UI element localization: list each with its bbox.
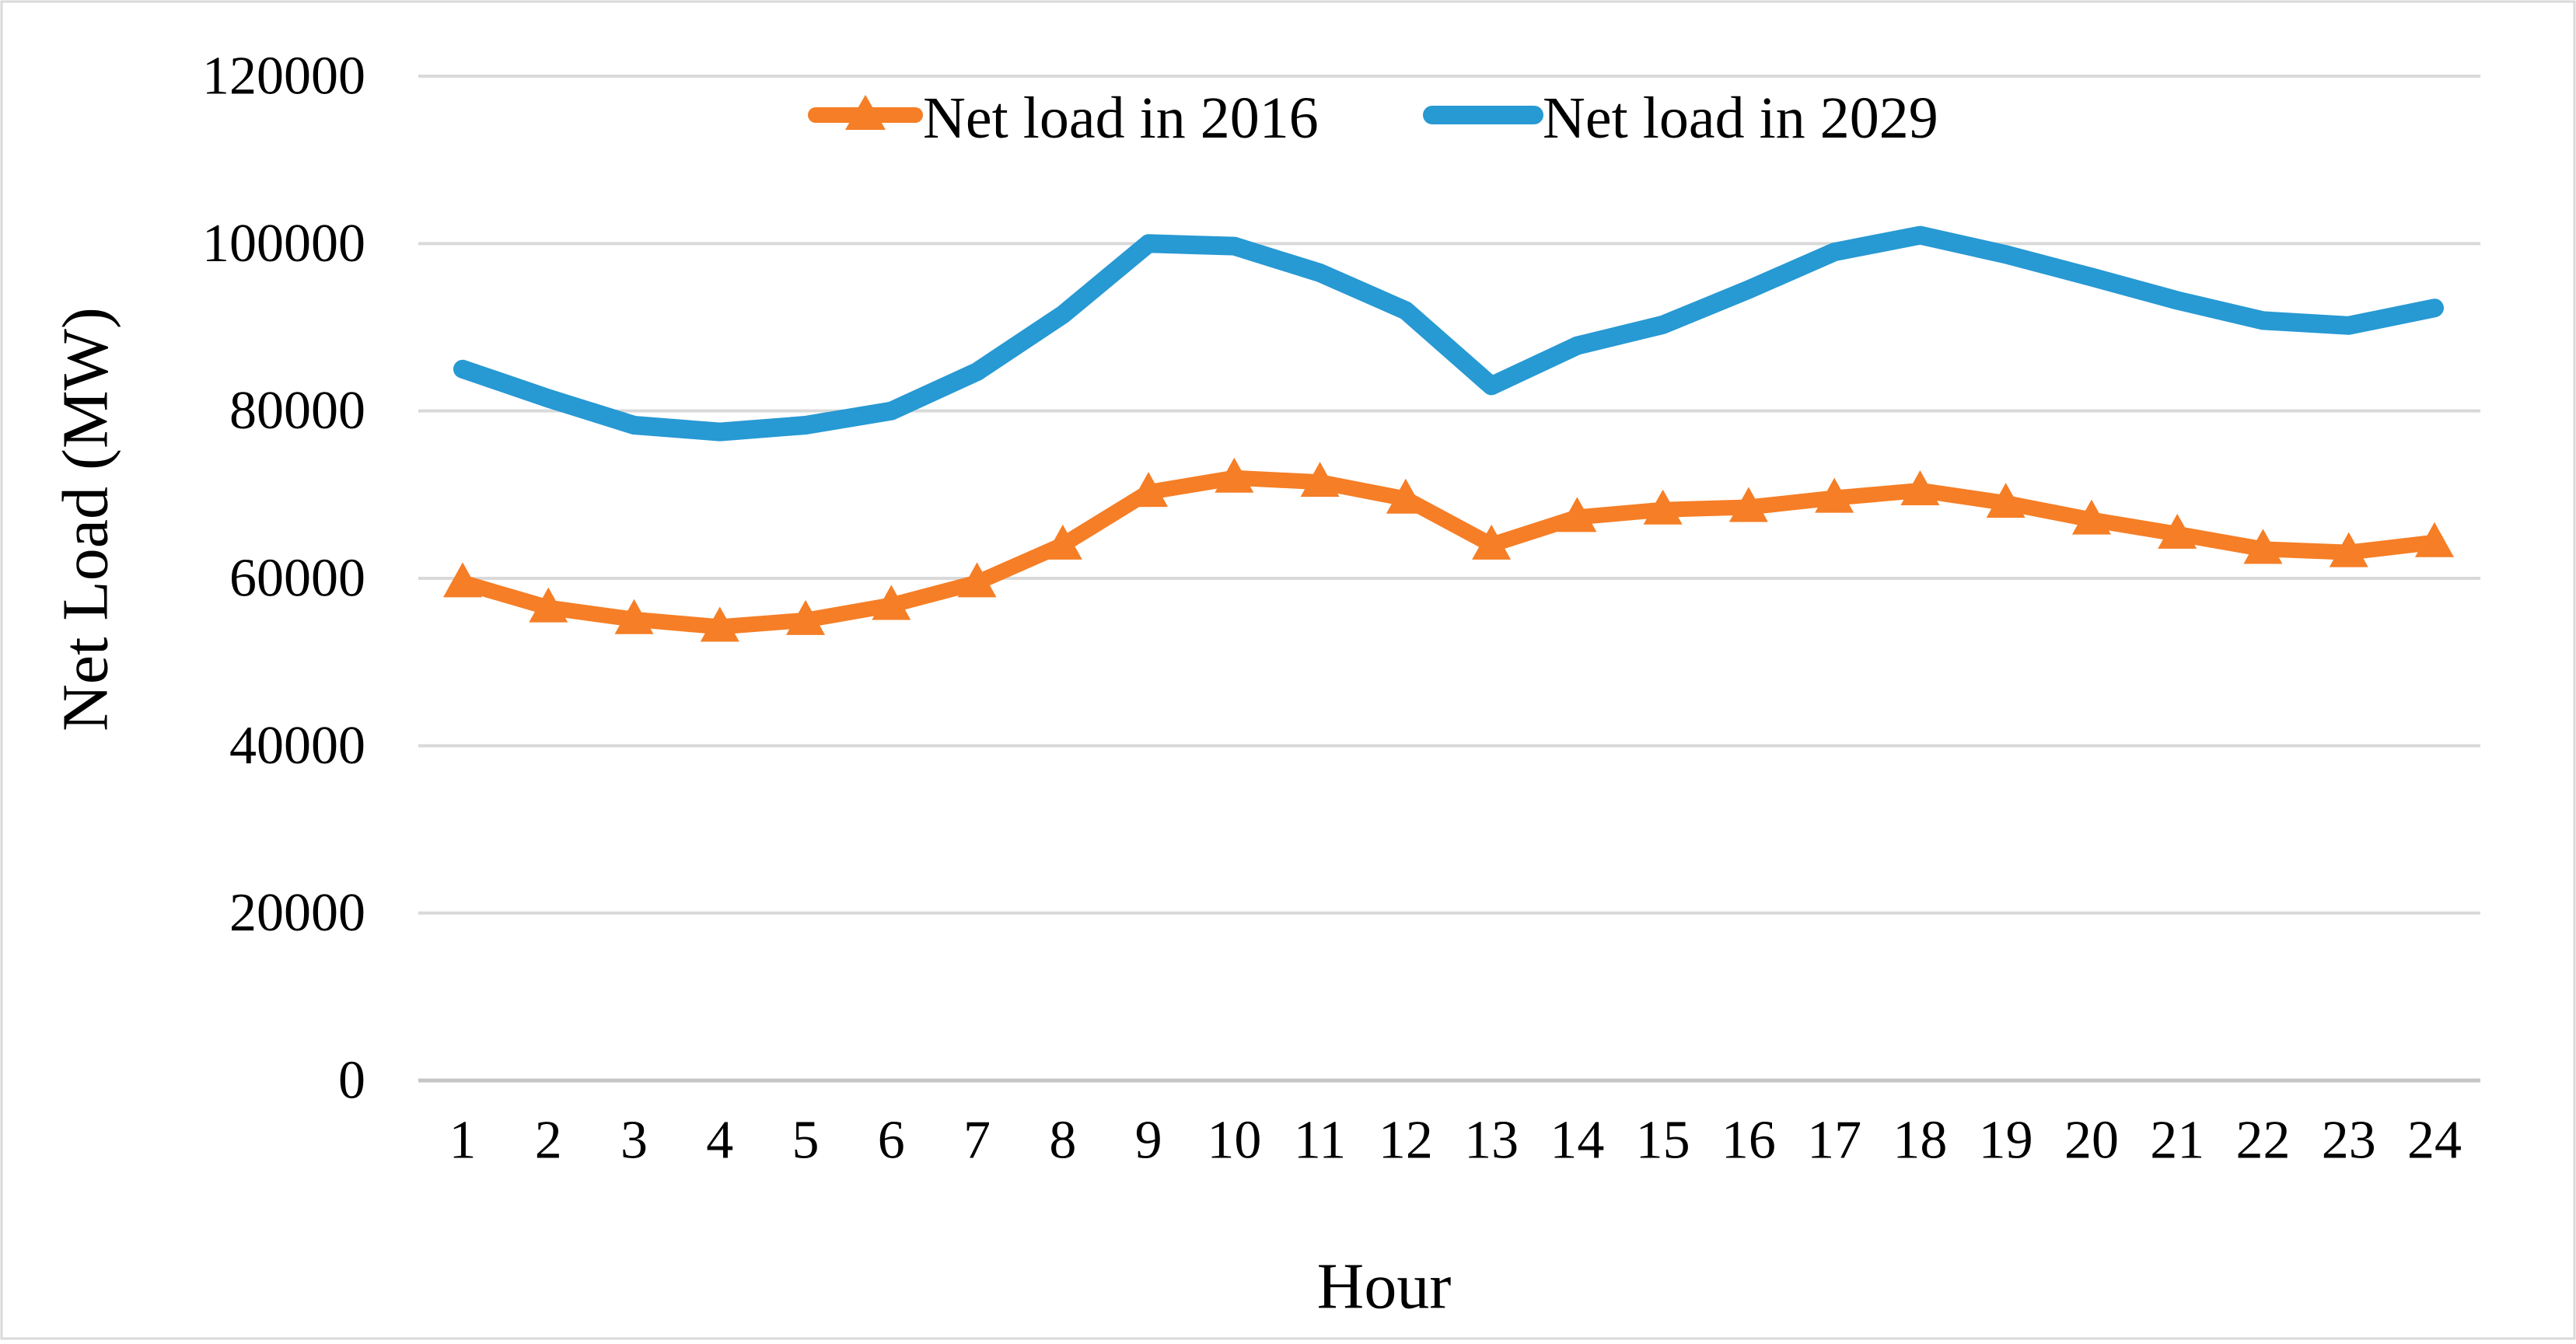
x-tick-label: 14 xyxy=(1550,1111,1604,1171)
x-tick-label: 9 xyxy=(1135,1111,1162,1171)
x-tick-label: 18 xyxy=(1893,1111,1947,1171)
marker-triangle-icon xyxy=(614,599,654,634)
y-tick-label: 40000 xyxy=(229,716,365,776)
marker-triangle-icon xyxy=(1300,462,1340,497)
x-tick-label: 8 xyxy=(1049,1111,1076,1171)
x-tick-label: 22 xyxy=(2235,1111,2290,1171)
marker-triangle-icon xyxy=(1129,472,1169,508)
marker-triangle-icon xyxy=(1472,524,1512,560)
marker-triangle-icon xyxy=(957,562,997,598)
marker-triangle-icon xyxy=(1815,477,1854,513)
x-tick-label: 17 xyxy=(1807,1111,1861,1171)
legend-label-2016: Net load in 2016 xyxy=(923,86,1319,151)
series-group xyxy=(443,225,2454,642)
x-tick-label: 23 xyxy=(2322,1111,2376,1171)
x-tick-label: 10 xyxy=(1207,1111,1261,1171)
marker-triangle-icon xyxy=(2414,522,2454,557)
x-tick-label: 6 xyxy=(878,1111,905,1171)
marker-triangle-icon xyxy=(1728,487,1768,522)
y-tick-label: 80000 xyxy=(229,381,365,441)
x-tick-label: 2 xyxy=(535,1111,562,1171)
legend-label-2029: Net load in 2029 xyxy=(1543,86,1938,151)
marker-triangle-icon xyxy=(786,599,826,635)
marker-triangle-icon xyxy=(1386,478,1425,514)
series-line-net-load-in-2029 xyxy=(453,225,2444,442)
legend-item-2029: Net load in 2029 xyxy=(1423,86,1938,151)
marker-triangle-icon xyxy=(1986,483,2025,518)
marker-triangle-icon xyxy=(1900,470,1940,505)
x-tick-label: 21 xyxy=(2150,1111,2204,1171)
x-tick-label: 7 xyxy=(963,1111,991,1171)
x-tick-label: 3 xyxy=(620,1111,648,1171)
x-axis-title: Hour xyxy=(1317,1251,1452,1323)
y-tick-label: 20000 xyxy=(229,883,365,943)
x-tick-label: 5 xyxy=(792,1111,820,1171)
y-tick-label: 0 xyxy=(338,1051,365,1111)
marker-triangle-icon xyxy=(1643,489,1683,525)
x-tick-label: 13 xyxy=(1464,1111,1519,1171)
x-tick-label: 11 xyxy=(1294,1111,1346,1171)
marker-triangle-icon xyxy=(443,562,482,598)
marker-triangle-icon xyxy=(1557,497,1597,532)
x-tick-label: 20 xyxy=(2064,1111,2119,1171)
legend-triangle-2016-icon xyxy=(845,95,886,130)
marker-triangle-icon xyxy=(1043,524,1082,560)
legend-item-2016: Net load in 2016 xyxy=(808,86,1319,151)
x-tick-label: 1 xyxy=(449,1111,477,1171)
x-tick-label: 4 xyxy=(706,1111,733,1171)
y-axis-tick-labels: 0 20000 40000 60000 80000 100000 120000 xyxy=(202,47,365,1111)
y-axis-title: Net Load (MW) xyxy=(50,307,122,731)
legend: Net load in 2016 Net load in 2029 xyxy=(808,86,1938,151)
marker-triangle-icon xyxy=(2243,529,2283,564)
x-tick-label: 16 xyxy=(1721,1111,1776,1171)
marker-triangle-icon xyxy=(2158,513,2197,549)
x-axis-tick-labels: 1 2 3 4 5 6 7 8 9 10 11 12 13 14 15 16 17 18 19 20 21 22 23 24 xyxy=(449,1111,2462,1171)
x-tick-label: 12 xyxy=(1379,1111,1433,1171)
y-tick-label: 60000 xyxy=(229,549,365,609)
x-tick-label: 19 xyxy=(1979,1111,2033,1171)
gridlines-group xyxy=(418,75,2480,1083)
marker-triangle-icon xyxy=(2329,532,2368,567)
series-line-net-load-in-2016 xyxy=(455,470,2442,635)
x-tick-label: 24 xyxy=(2407,1111,2462,1171)
marker-triangle-icon xyxy=(2071,499,2111,535)
marker-triangle-icon xyxy=(700,606,739,642)
y-tick-label: 100000 xyxy=(202,214,365,274)
marker-triangle-icon xyxy=(529,587,568,623)
y-tick-label: 120000 xyxy=(202,47,365,106)
marker-triangle-icon xyxy=(872,585,911,620)
x-tick-label: 15 xyxy=(1636,1111,1690,1171)
marker-triangle-icon xyxy=(1215,457,1254,493)
